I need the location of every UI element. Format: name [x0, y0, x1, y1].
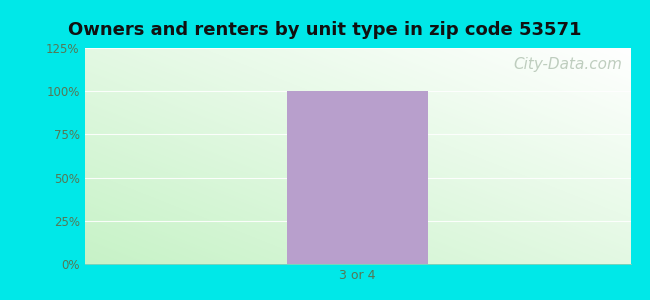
Text: Owners and renters by unit type in zip code 53571: Owners and renters by unit type in zip c…	[68, 21, 582, 39]
Text: City-Data.com: City-Data.com	[514, 57, 622, 72]
Bar	[287, 91, 428, 264]
